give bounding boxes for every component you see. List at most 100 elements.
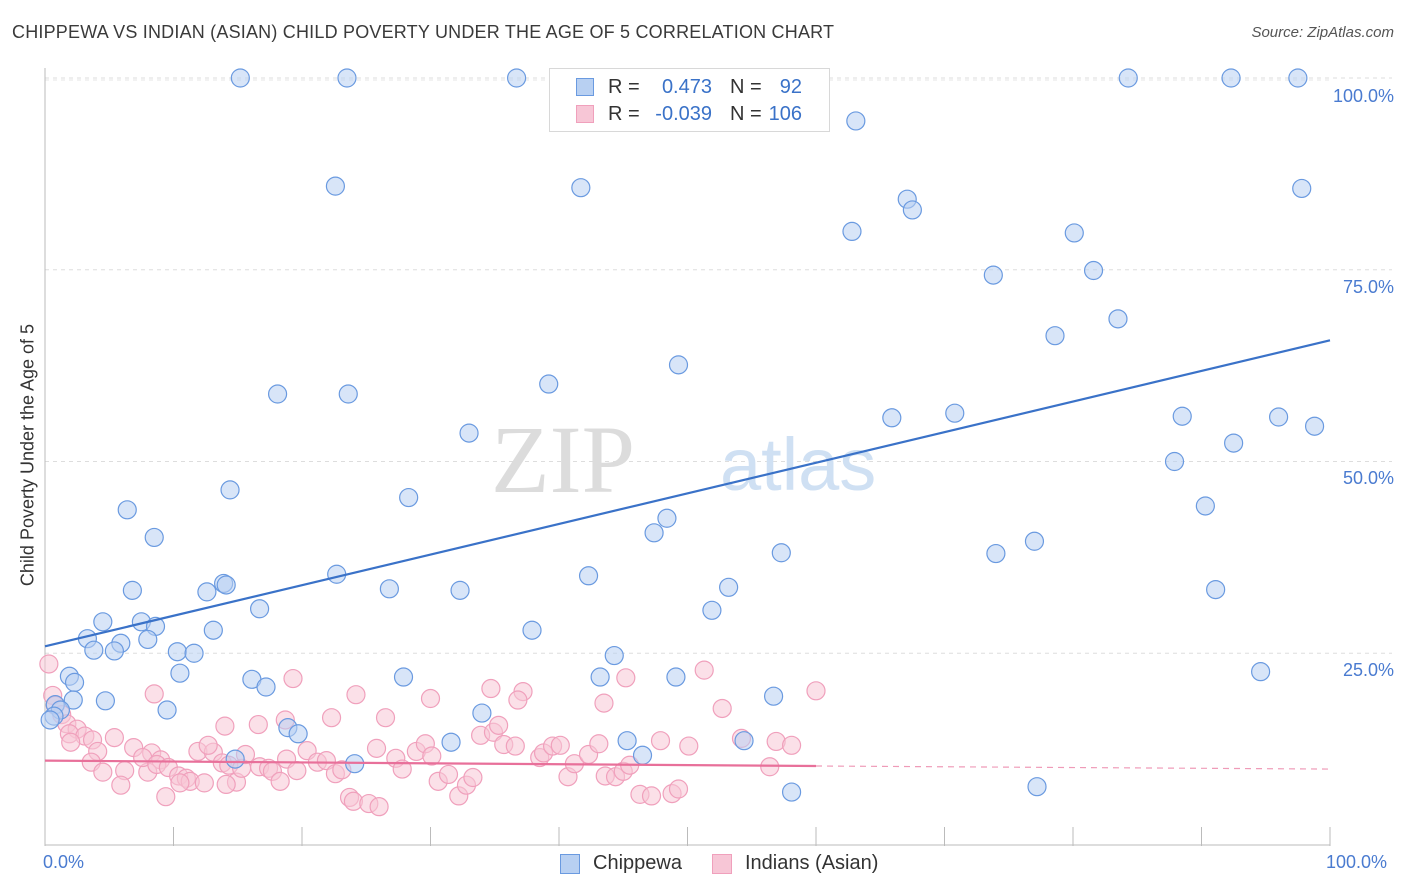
indians-asian-point	[39, 654, 59, 674]
chippewa-point	[1172, 406, 1192, 426]
indians-asian-point	[679, 736, 699, 756]
indians-asian-point	[366, 738, 387, 758]
indians-asian-point	[198, 735, 218, 755]
indians-asian-point	[321, 708, 342, 728]
chippewa-point	[1195, 496, 1215, 516]
y-tick-label: 50.0%	[1342, 468, 1394, 488]
chippewa-point	[632, 745, 653, 765]
chippewa-point	[1206, 579, 1226, 600]
chippewa-point	[1164, 451, 1185, 472]
indians-asian-point	[270, 771, 290, 791]
chippewa-point	[117, 500, 137, 520]
indians-asian-point	[375, 708, 396, 728]
r-value: 0.473	[661, 76, 712, 98]
indians-asian-point	[489, 715, 509, 735]
chippewa-point	[379, 579, 399, 599]
chippewa-point	[95, 691, 115, 711]
indians-asian-point	[594, 693, 614, 713]
chippewa-point	[1221, 68, 1241, 88]
watermark-atlas: atlas	[720, 423, 876, 506]
chippewa-point	[1251, 662, 1271, 682]
chippewa-point	[472, 703, 492, 723]
chippewa-point	[1024, 531, 1045, 551]
chippewa-point	[590, 667, 610, 687]
indians-asian-point	[316, 751, 337, 771]
indians-asian-point	[104, 728, 124, 748]
n-label: N =	[730, 103, 762, 125]
axes	[44, 68, 1331, 846]
indians-asian-point	[712, 698, 732, 719]
chippewa-point	[104, 641, 124, 661]
r-label: R =	[608, 103, 640, 125]
indians-asian-swatch	[576, 105, 594, 123]
chippewa-point	[539, 374, 559, 394]
chippewa-point	[506, 68, 527, 88]
chart-source: Source: ZipAtlas.com	[1251, 24, 1394, 41]
indians-asian-point	[215, 716, 235, 736]
chippewa-point	[902, 200, 922, 220]
chippewa-point	[399, 487, 419, 508]
indians-asian-point	[641, 786, 662, 806]
r-value: -0.039	[655, 103, 712, 125]
indians-asian-trend-line	[44, 759, 817, 768]
indians-asian-point	[508, 690, 528, 710]
chippewa-swatch	[560, 854, 580, 874]
chippewa-point	[1304, 416, 1325, 436]
indians-asian-point	[650, 731, 671, 751]
chippewa-point	[983, 265, 1003, 285]
chippewa-point	[267, 384, 288, 404]
chippewa-point	[1288, 68, 1308, 88]
indians-asian-point	[194, 773, 214, 793]
chippewa-point	[393, 667, 414, 687]
chippewa-point	[337, 68, 357, 88]
series-chippewa-points	[40, 68, 1325, 802]
chippewa-point	[734, 731, 754, 751]
chippewa-point	[842, 221, 862, 241]
watermark-zip: ZIP	[491, 406, 635, 513]
chippewa-point	[1045, 326, 1065, 346]
indians-asian-point	[346, 685, 366, 705]
watermark: ZIP atlas	[491, 406, 876, 513]
chippewa-point	[325, 176, 346, 196]
indians-asian-point	[283, 668, 303, 689]
chippewa-point	[84, 640, 104, 660]
chippewa-point	[986, 543, 1006, 564]
chippewa-swatch	[576, 78, 594, 96]
indians-asian-point	[781, 735, 802, 755]
y-tick-label: 25.0%	[1342, 660, 1394, 680]
indians-asian-point	[111, 775, 131, 795]
x-tick-label: 0.0%	[43, 852, 85, 872]
chippewa-point	[668, 355, 689, 375]
chippewa-point	[719, 577, 739, 597]
chippewa-point	[644, 523, 664, 543]
chippewa-point	[450, 580, 470, 600]
chippewa-point	[1108, 309, 1128, 329]
chippewa-point	[288, 724, 308, 744]
series-indians-asian-points	[39, 654, 826, 817]
indians-asian-point	[422, 746, 442, 766]
n-label: N =	[730, 76, 762, 98]
indians-asian-trend-extension	[815, 765, 1331, 770]
indians-asian-point	[505, 736, 525, 756]
indians-asian-point	[248, 714, 268, 735]
indians-asian-point	[694, 660, 714, 680]
trend-lines	[44, 339, 1331, 770]
chippewa-point	[666, 667, 686, 687]
chippewa-point	[459, 423, 479, 443]
chippewa-point	[216, 575, 236, 595]
x-tick-label: 100.0%	[1326, 852, 1388, 872]
chippewa-point	[846, 111, 866, 131]
indians-asian-point	[616, 668, 636, 688]
stats-legend: R = 0.473 N = 92 R = -0.039 N = 106	[549, 68, 830, 132]
chippewa-point	[578, 566, 599, 586]
indians-asian-point	[806, 681, 826, 701]
chippewa-point	[771, 543, 791, 563]
chippewa-point	[170, 663, 190, 683]
chart-title: CHIPPEWA VS INDIAN (ASIAN) CHILD POVERTY…	[12, 22, 835, 42]
chippewa-point	[1268, 407, 1289, 427]
legend-row-chippewa: R = 0.473 N = 92	[550, 74, 829, 100]
chippewa-point	[657, 508, 677, 528]
indians-asian-point	[216, 774, 236, 795]
chippewa-point	[617, 731, 637, 751]
chippewa-point	[225, 749, 245, 769]
